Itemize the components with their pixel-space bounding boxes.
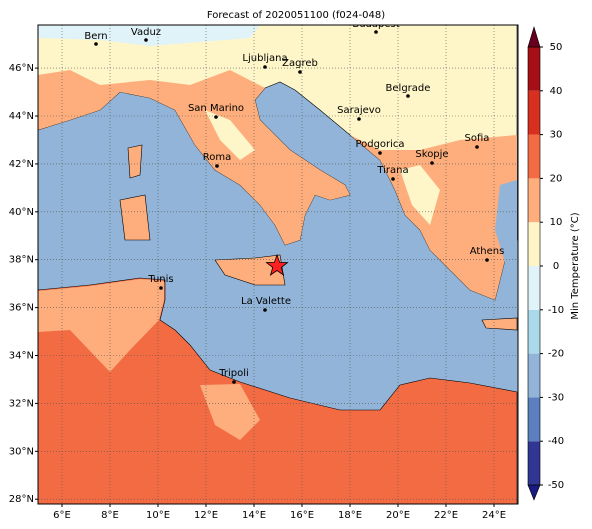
city-dot: [357, 117, 361, 121]
x-tick-label: 12°E: [194, 510, 218, 521]
city-dot: [215, 164, 219, 168]
colorbar-band: [528, 47, 540, 91]
colorbar-band: [528, 178, 540, 223]
y-tick-label: 32°N: [9, 398, 34, 409]
colorbar-band: [528, 397, 540, 442]
title: Forecast of 2020051100 (f024-048): [207, 10, 385, 21]
africa-coast-warm: [38, 279, 164, 372]
aegean: [495, 180, 517, 320]
x-tick-label: 22°E: [434, 510, 458, 521]
city-label: Sarajevo: [337, 105, 381, 116]
colorbar-band: [528, 134, 540, 179]
city-dot: [298, 70, 302, 74]
colorbar-tick-label: 10: [550, 217, 563, 228]
colorbar-band: [528, 266, 540, 310]
city-label: La Valette: [241, 296, 291, 307]
city-dot: [263, 65, 267, 69]
city-dot: [475, 145, 479, 149]
y-tick-label: 42°N: [9, 159, 34, 170]
city-dots: [94, 30, 489, 384]
alps-cold: [38, 25, 260, 46]
city-label: Ljubljana: [242, 53, 287, 64]
x-tick-label: 18°E: [338, 510, 362, 521]
city-label: Tirana: [376, 165, 408, 176]
city-label: Zagreb: [282, 58, 318, 69]
colorbar-tick-label: 30: [550, 130, 563, 141]
libya-warm: [200, 384, 260, 440]
colorbar-band: [528, 441, 540, 485]
city-dot: [430, 161, 434, 165]
city-dot: [159, 286, 163, 290]
city-label: Sofia: [465, 133, 490, 144]
x-tick-label: 8°E: [101, 510, 119, 521]
colorbar-over: [527, 25, 541, 48]
colorbar-tick-label: 50: [550, 42, 563, 53]
city-dot: [485, 258, 489, 262]
city-dot: [391, 177, 395, 181]
x-tick-label: 14°E: [242, 510, 266, 521]
colorbar-band: [528, 90, 540, 135]
balkans-high: [400, 165, 440, 225]
city-label: Tripoli: [218, 368, 249, 379]
colorbar-tick-label: 20: [550, 173, 563, 184]
colorbar-tick-label: 40: [550, 86, 563, 97]
map: Bern Vaduz Budapest Ljubljana Zagreb Bel…: [38, 19, 518, 504]
graticule: [38, 25, 518, 504]
city-dot: [263, 308, 267, 312]
colorbar: -50 -40 -30 -20 -10 0 10 20 30 40 50: [527, 25, 564, 501]
city-label: Bern: [84, 31, 107, 42]
colorbar-tick-label: -10: [548, 305, 564, 316]
lowland-warm: [38, 70, 350, 245]
city-label: Skopje: [415, 149, 448, 160]
star-marker: [265, 253, 289, 276]
x-tick-label: 20°E: [386, 510, 410, 521]
city-label: Tunis: [147, 274, 173, 285]
city-dot: [232, 380, 236, 384]
colorbar-tick-label: -30: [548, 392, 564, 403]
y-tick-label: 28°N: [9, 494, 34, 505]
city-dot: [406, 94, 410, 98]
city-label: Belgrade: [386, 83, 431, 94]
colorbar-tick-label: 0: [553, 261, 559, 272]
colorbar-band: [528, 222, 540, 266]
colorbar-label: Min Temperature (°C): [570, 212, 581, 319]
corsica: [127, 144, 143, 179]
y-tick-label: 46°N: [9, 63, 34, 74]
apennines: [205, 110, 255, 160]
x-tick-label: 16°E: [290, 510, 314, 521]
city-dot: [144, 38, 148, 42]
y-tick-label: 30°N: [9, 446, 34, 457]
city-dot: [214, 115, 218, 119]
city-label: Podgorica: [355, 139, 404, 150]
x-tick-label: 10°E: [146, 510, 170, 521]
colorbar-tick-label: -40: [548, 436, 564, 447]
city-label: Athens: [470, 246, 505, 257]
colorbar-tick-label: -50: [548, 480, 564, 491]
x-tick-label: 24°E: [482, 510, 506, 521]
city-dot: [94, 42, 98, 46]
city-label: Budapest: [352, 19, 399, 30]
x-tick-label: 6°E: [53, 510, 71, 521]
city-label: Vaduz: [131, 27, 161, 38]
balkans-warm: [350, 135, 517, 300]
y-tick-label: 38°N: [9, 255, 34, 266]
crete: [481, 317, 518, 331]
y-tick-label: 40°N: [9, 207, 34, 218]
colorbar-band: [528, 309, 540, 354]
city-label: San Marino: [188, 103, 244, 114]
map-frame: [37, 24, 519, 505]
sardinia: [119, 194, 151, 241]
city-dot: [374, 30, 378, 34]
city-dot: [378, 151, 382, 155]
colorbar-band: [528, 353, 540, 398]
colorbar-under: [527, 484, 541, 501]
y-tick-label: 34°N: [9, 351, 34, 362]
y-tick-label: 36°N: [9, 303, 34, 314]
colorbar-tick-label: -20: [548, 349, 564, 360]
y-tick-label: 44°N: [9, 111, 34, 122]
city-label: Roma: [203, 152, 232, 163]
